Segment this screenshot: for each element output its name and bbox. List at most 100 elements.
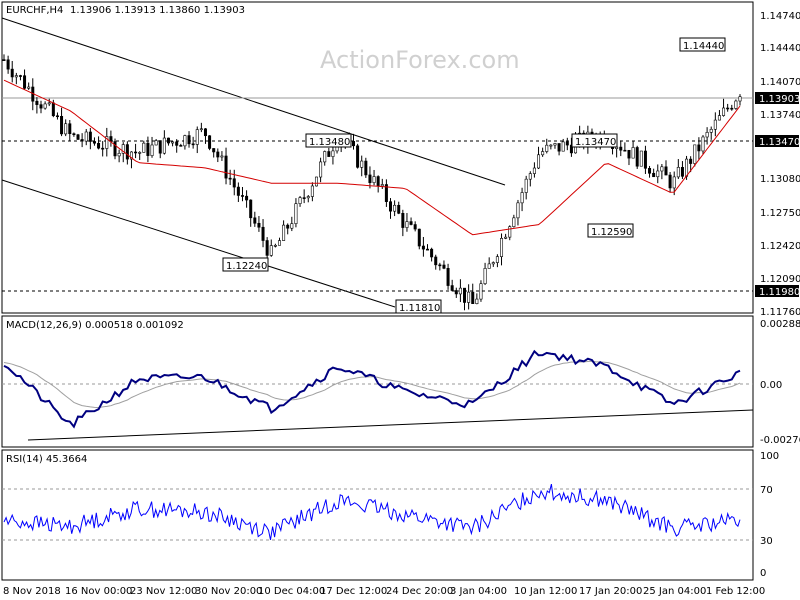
candle-body xyxy=(142,142,146,153)
candle-body xyxy=(179,145,183,147)
candle-body xyxy=(39,104,43,109)
candle-body xyxy=(426,248,430,251)
candle-body xyxy=(463,287,467,303)
price-axis: 1.14740 1.14440 1.14070 1.13740 1.13080 … xyxy=(755,11,800,318)
price-tick: 1.13740 xyxy=(760,110,800,121)
channel-lower-line xyxy=(1,179,396,308)
rsi-tick: 0 xyxy=(760,568,766,579)
candle-body xyxy=(726,107,730,110)
annotation-111810: 1.11810 xyxy=(395,299,442,314)
candle-body xyxy=(553,143,557,146)
candle-body xyxy=(356,145,360,168)
candle-body xyxy=(166,137,170,144)
candle-body xyxy=(713,119,717,130)
candle-body xyxy=(450,285,454,291)
candle-body xyxy=(401,213,405,228)
candle-body xyxy=(668,174,672,189)
price-tick: 1.14070 xyxy=(760,77,800,88)
candle-body xyxy=(697,144,701,152)
candle-body xyxy=(409,221,413,225)
candle-body xyxy=(413,224,417,230)
candle-body xyxy=(216,151,220,158)
candle-body xyxy=(491,262,495,265)
candle-body xyxy=(290,223,294,229)
candle-body xyxy=(245,195,249,201)
candle-body xyxy=(23,75,27,89)
candle-body xyxy=(199,128,203,131)
annotation-112240: 1.12240 xyxy=(222,257,269,272)
candle-body xyxy=(549,144,553,147)
candle-body xyxy=(454,290,458,295)
x-tick: 8 Nov 2018 xyxy=(3,586,61,597)
candle-body xyxy=(368,174,372,183)
x-tick: 30 Nov 20:00 xyxy=(195,586,262,597)
annotation-113480: 1.13480 xyxy=(305,133,352,148)
candle-body xyxy=(685,158,689,177)
chart-ohlc: 1.13906 1.13913 1.13860 1.13903 xyxy=(70,5,245,16)
candle-body xyxy=(257,222,261,228)
candle-body xyxy=(92,141,96,144)
candle-body xyxy=(64,123,68,135)
candle-body xyxy=(730,107,734,110)
candle-body xyxy=(619,146,623,151)
candle-body xyxy=(709,128,713,133)
x-tick: 25 Jan 04:00 xyxy=(643,586,706,597)
candle-body xyxy=(191,143,195,146)
candle-body xyxy=(693,144,697,164)
annotation-113470: 1.13470 xyxy=(571,133,618,148)
candle-body xyxy=(430,248,434,258)
candle-body xyxy=(134,151,138,154)
annotation-114440: 1.14440 xyxy=(679,37,726,52)
candle-body xyxy=(43,103,47,109)
candle-body xyxy=(10,68,14,78)
macd-signal-line xyxy=(3,360,741,409)
candle-body xyxy=(76,134,80,140)
candle-body xyxy=(701,136,705,152)
current-price-label: 1.13903 xyxy=(759,94,800,105)
candle-body xyxy=(314,176,318,187)
candle-body xyxy=(635,147,639,167)
candle-body xyxy=(479,283,483,300)
x-tick: 3 Jan 04:00 xyxy=(450,586,507,597)
candle-body xyxy=(27,86,31,89)
candle-body xyxy=(648,168,652,174)
price-tick: 1.12420 xyxy=(760,241,800,252)
rsi-panel xyxy=(1,449,754,581)
candle-body xyxy=(623,149,627,152)
candle-body xyxy=(6,59,10,70)
candle-body xyxy=(393,204,397,212)
x-axis: 8 Nov 2018 16 Nov 00:00 23 Nov 12:00 30 … xyxy=(3,586,765,597)
candle-body xyxy=(232,178,236,188)
rsi-tick: 100 xyxy=(760,451,779,462)
candle-body xyxy=(360,160,364,168)
x-tick: 1 Feb 12:00 xyxy=(706,586,765,597)
candle-body xyxy=(273,244,277,247)
price-tick: 1.14740 xyxy=(760,11,800,22)
candle-body xyxy=(298,197,302,204)
candle-body xyxy=(639,150,643,167)
candle-body xyxy=(487,263,491,269)
candle-body xyxy=(495,256,499,263)
svg-text:1.12590: 1.12590 xyxy=(591,227,632,238)
x-tick: 17 Jan 20:00 xyxy=(579,586,642,597)
candle-body xyxy=(2,59,6,61)
candle-body xyxy=(458,287,462,295)
candle-body xyxy=(195,129,199,145)
candle-body xyxy=(405,221,409,228)
candle-body xyxy=(265,240,269,256)
candle-body xyxy=(442,264,446,269)
candle-body xyxy=(528,173,532,180)
candle-body xyxy=(228,177,232,180)
candle-body xyxy=(224,155,228,179)
candle-body xyxy=(734,100,738,109)
rsi-tick: 70 xyxy=(760,485,773,496)
candle-body xyxy=(146,142,150,156)
price-tick: 1.12090 xyxy=(760,274,800,285)
candle-body xyxy=(508,226,512,238)
candle-body xyxy=(306,196,310,199)
macd-tick: -0.002764 xyxy=(760,435,800,446)
candle-body xyxy=(471,291,475,304)
x-tick: 23 Nov 12:00 xyxy=(130,586,197,597)
watermark: ActionForex.com xyxy=(320,46,520,74)
price-tick: 1.13080 xyxy=(760,174,800,185)
